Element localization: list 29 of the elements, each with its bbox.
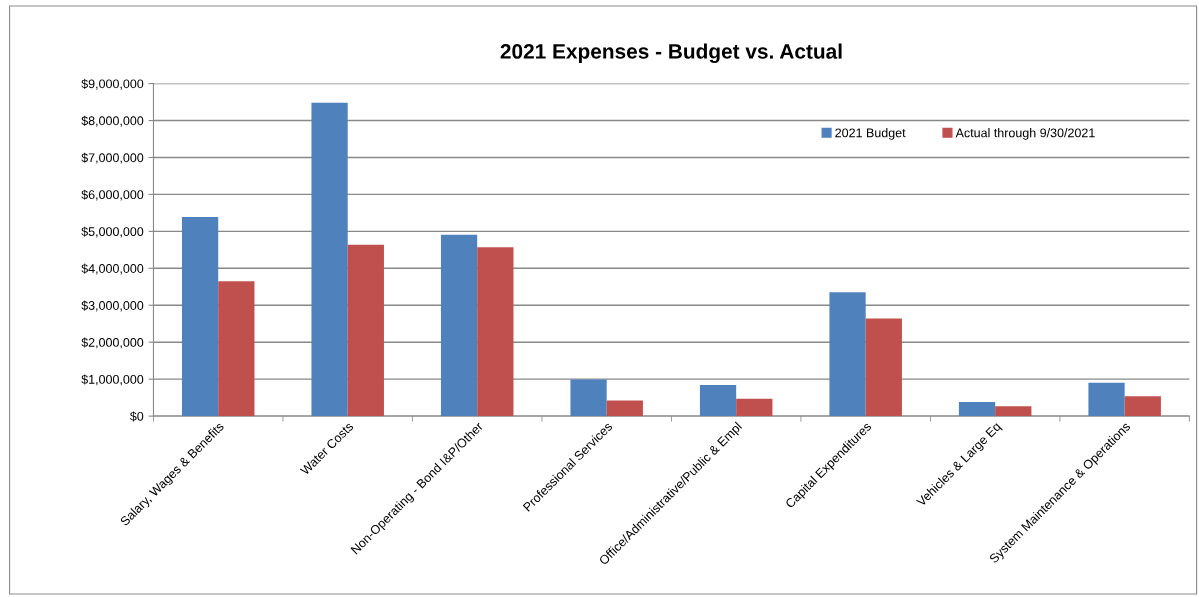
bar bbox=[477, 247, 514, 417]
y-tick-label: $3,000,000 bbox=[81, 300, 144, 312]
y-tick-label: $9,000,000 bbox=[81, 78, 144, 90]
bar bbox=[570, 379, 607, 417]
y-tick-label: $0 bbox=[129, 411, 144, 422]
y-tick-label: $6,000,000 bbox=[81, 189, 144, 201]
bar bbox=[699, 385, 737, 417]
bar bbox=[606, 400, 643, 417]
y-tick-label: $1,000,000 bbox=[81, 374, 144, 386]
bar bbox=[829, 292, 866, 417]
bar bbox=[347, 244, 384, 417]
bar bbox=[440, 234, 478, 417]
bar bbox=[736, 398, 773, 417]
chart-title: 2021 Expenses - Budget vs. Actual bbox=[500, 43, 842, 63]
bar bbox=[311, 102, 348, 417]
bar bbox=[995, 406, 1032, 417]
bar bbox=[1088, 382, 1125, 417]
y-tick-label: $4,000,000 bbox=[81, 263, 144, 275]
y-tick-label: $5,000,000 bbox=[81, 226, 144, 238]
y-tick-label: $8,000,000 bbox=[81, 115, 144, 127]
bar bbox=[958, 402, 996, 417]
bar bbox=[218, 281, 255, 417]
legend-label: Actual through 9/30/2021 bbox=[955, 128, 1095, 140]
legend-label: 2021 Budget bbox=[835, 128, 906, 140]
y-tick-label: $7,000,000 bbox=[81, 152, 144, 164]
bar bbox=[181, 216, 219, 417]
bar bbox=[865, 318, 902, 417]
y-tick-label: $2,000,000 bbox=[81, 337, 144, 349]
bar bbox=[1124, 396, 1161, 417]
